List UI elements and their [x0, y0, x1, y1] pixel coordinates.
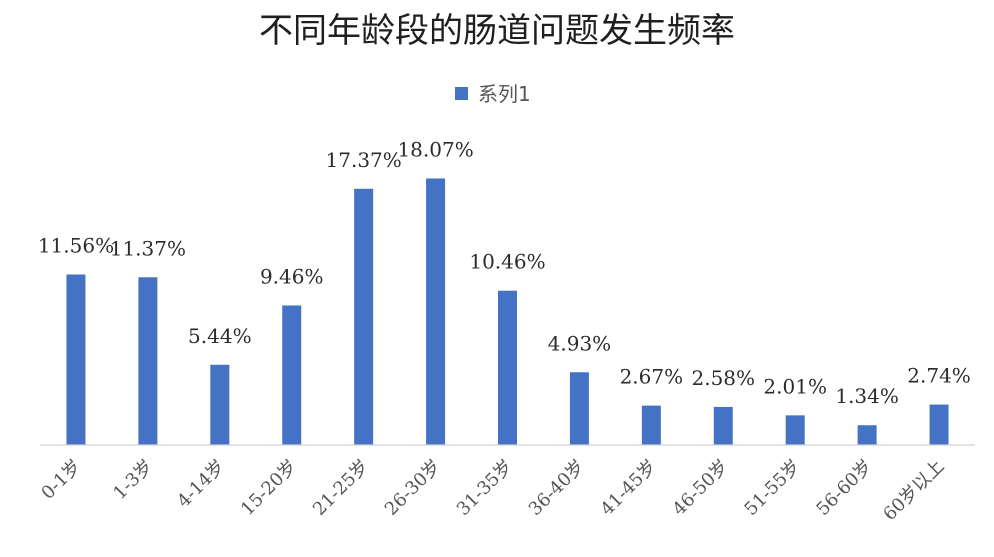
bar-10: [713, 406, 733, 445]
x-tick-label-6: 26-30岁: [381, 456, 445, 520]
data-label-1: 11.56%: [38, 233, 114, 257]
legend: 系列1: [455, 82, 531, 106]
x-tick-label-4: 15-20岁: [237, 456, 301, 520]
legend-swatch: [455, 87, 468, 100]
x-tick-label-7: 31-35岁: [453, 456, 517, 520]
data-label-11: 2.01%: [763, 374, 827, 398]
bar-5: [354, 188, 374, 446]
x-tick-label-13: 60岁以上: [879, 456, 948, 525]
x-tick-label-10: 46-50岁: [669, 456, 733, 520]
data-label-4: 9.46%: [260, 264, 324, 288]
data-label-13: 2.74%: [907, 364, 971, 388]
data-label-6: 18.07%: [397, 137, 473, 161]
data-label-10: 2.58%: [691, 366, 755, 390]
data-label-2: 11.37%: [110, 236, 186, 260]
bar-7: [498, 290, 517, 445]
bar-12: [857, 425, 877, 446]
data-label-8: 4.93%: [548, 331, 612, 355]
x-tick-label-11: 51-55岁: [740, 456, 804, 520]
data-label-9: 2.67%: [620, 365, 684, 389]
x-tick-label-3: 4-14岁: [173, 456, 229, 512]
x-tick-label-12: 56-60岁: [812, 456, 876, 520]
bar-8: [569, 372, 589, 445]
data-labels-group: 11.56%11.37% 5.44% 9.46% 17.37%18.07% 10.46%…: [38, 137, 971, 408]
x-tick-label-9: 41-45岁: [597, 456, 661, 520]
bar-13: [929, 404, 949, 445]
x-tick-label-8: 36-40岁: [525, 456, 589, 520]
x-axis-tick-labels: 0-1岁 1-3岁 4-14岁 15-20岁 21-25岁 26-30岁 31-35岁 36-…: [37, 456, 948, 525]
x-tick-label-5: 21-25岁: [309, 456, 373, 520]
data-label-5: 17.37%: [326, 148, 402, 172]
bar-1: [66, 274, 86, 445]
bar-11: [785, 415, 805, 445]
bars-group: [66, 178, 949, 446]
x-tick-label-2: 1-3岁: [109, 456, 157, 504]
bar-9: [641, 405, 661, 445]
bar-4: [282, 305, 302, 445]
data-label-7: 10.46%: [469, 250, 545, 274]
legend-label: 系列1: [478, 82, 531, 106]
data-label-3: 5.44%: [188, 324, 252, 348]
bar-2: [138, 277, 158, 445]
bar-3: [210, 364, 230, 445]
data-label-12: 1.34%: [835, 384, 899, 408]
x-tick-label-1: 0-1岁: [37, 456, 85, 504]
chart-title: 不同年龄段的肠道问题发生频率: [259, 11, 735, 51]
bar-6: [426, 178, 446, 445]
